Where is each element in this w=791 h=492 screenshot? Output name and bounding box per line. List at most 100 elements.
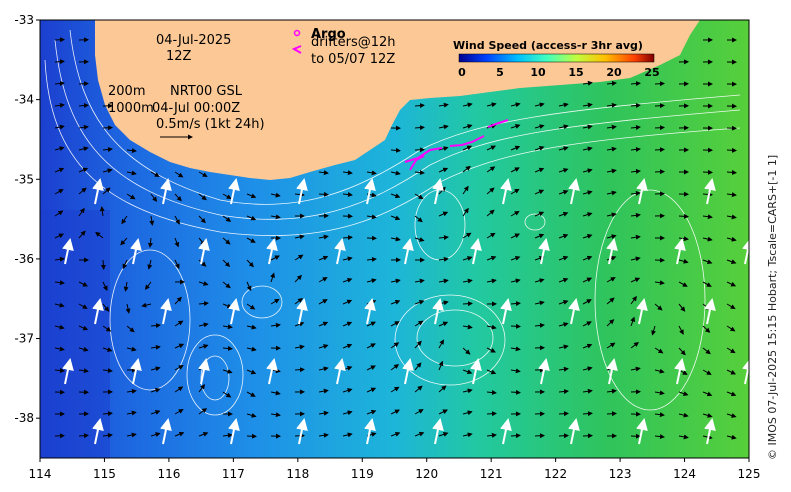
- current-arrow: [582, 277, 593, 283]
- current-arrow: [654, 280, 665, 286]
- current-arrow: [78, 124, 89, 130]
- current-arrow: [150, 344, 161, 350]
- current-arrow: [654, 81, 665, 87]
- drifters-legend-label: drifters@12h: [311, 35, 396, 50]
- wind-arrow: [674, 238, 686, 265]
- wind-arrow: [266, 238, 278, 265]
- current-arrow: [342, 170, 353, 176]
- current-arrow: [462, 256, 473, 261]
- current-arrow: [390, 409, 401, 415]
- current-arrow: [270, 255, 280, 261]
- current-arrow: [486, 347, 496, 353]
- current-arrow: [606, 411, 617, 417]
- current-arrow: [126, 388, 137, 394]
- wind-arrow: [364, 178, 376, 205]
- current-arrow: [702, 325, 711, 333]
- current-arrow: [654, 412, 665, 418]
- current-arrow: [702, 347, 711, 355]
- wind-arrow: [470, 358, 482, 385]
- current-arrow: [678, 347, 686, 356]
- current-arrow: [294, 321, 305, 327]
- current-arrow: [486, 255, 497, 261]
- current-arrow: [558, 124, 569, 130]
- current-arrow: [414, 409, 424, 415]
- current-arrow: [630, 234, 641, 240]
- current-arrow: [462, 324, 473, 330]
- current-arrow: [582, 388, 593, 394]
- wind-arrow: [198, 238, 210, 265]
- drifter-tracks: [404, 119, 509, 171]
- current-arrow: [294, 234, 305, 240]
- current-arrow: [150, 432, 161, 437]
- wind-arrows: [62, 178, 749, 445]
- current-arrow: [150, 193, 158, 202]
- current-arrow: [342, 321, 353, 327]
- current-arrow: [654, 125, 665, 131]
- lat-tick-label: -37: [14, 332, 34, 346]
- current-arrow: [390, 215, 401, 221]
- current-arrow: [390, 431, 401, 437]
- current-arrow: [78, 103, 89, 109]
- valid-time-label: 04-Jul 00:00Z: [152, 101, 240, 116]
- current-arrow: [390, 342, 400, 349]
- current-arrow: [198, 322, 209, 328]
- current-arrow: [78, 281, 88, 287]
- current-arrow: [534, 322, 545, 328]
- current-arrow: [582, 102, 593, 108]
- current-arrow: [726, 391, 737, 397]
- current-arrow: [702, 236, 713, 242]
- current-arrow: [438, 360, 444, 371]
- current-arrow: [198, 259, 207, 267]
- current-arrow: [486, 232, 496, 239]
- current-arrow: [78, 325, 89, 331]
- scale-label: 0.5m/s (1kt 24h): [156, 117, 265, 132]
- current-arrow: [122, 259, 128, 270]
- current-arrow: [582, 80, 593, 86]
- current-arrow: [486, 166, 496, 173]
- current-arrow: [174, 365, 184, 371]
- current-arrow: [486, 278, 497, 284]
- current-arrow: [174, 320, 184, 327]
- current-arrow: [606, 80, 617, 86]
- current-arrow: [390, 193, 401, 199]
- current-arrow: [534, 211, 545, 217]
- current-arrow: [651, 325, 656, 336]
- depth-bottom-label: 1000m: [108, 101, 154, 116]
- current-arrow: [102, 303, 110, 312]
- wind-arrow: [432, 418, 444, 445]
- current-arrow: [366, 343, 376, 349]
- contour-lines: [44, 29, 741, 416]
- colorbar-ticks: 0 5 10 15 20 25: [458, 66, 659, 79]
- lon-tick-label: 117: [222, 467, 245, 481]
- current-arrow: [654, 434, 665, 440]
- current-arrow: [486, 145, 497, 151]
- current-arrow: [246, 237, 256, 243]
- lat-tick-label: -34: [14, 93, 34, 107]
- current-arrow: [390, 299, 401, 305]
- current-arrow: [726, 347, 736, 354]
- wind-arrow: [606, 358, 618, 385]
- current-arrow: [654, 390, 665, 396]
- current-arrow: [702, 281, 712, 287]
- current-arrow: [150, 171, 160, 177]
- current-arrow: [270, 214, 281, 220]
- wind-arrow: [636, 178, 648, 205]
- wind-arrow: [228, 178, 240, 205]
- current-arrow: [582, 190, 593, 196]
- current-arrow: [222, 259, 231, 268]
- current-arrow: [149, 215, 155, 226]
- current-arrow: [726, 259, 737, 265]
- current-arrow: [54, 146, 65, 152]
- wind-arrow: [538, 238, 550, 265]
- wind-arrow: [198, 358, 210, 385]
- current-arrow: [510, 188, 520, 195]
- current-arrow: [486, 102, 497, 108]
- current-arrow: [630, 366, 641, 372]
- current-arrow: [270, 298, 280, 305]
- current-arrow: [606, 212, 617, 218]
- current-arrow: [606, 255, 617, 261]
- current-arrow: [510, 233, 520, 239]
- current-arrow: [510, 278, 521, 284]
- current-arrow: [726, 236, 737, 242]
- current-arrow: [366, 170, 377, 176]
